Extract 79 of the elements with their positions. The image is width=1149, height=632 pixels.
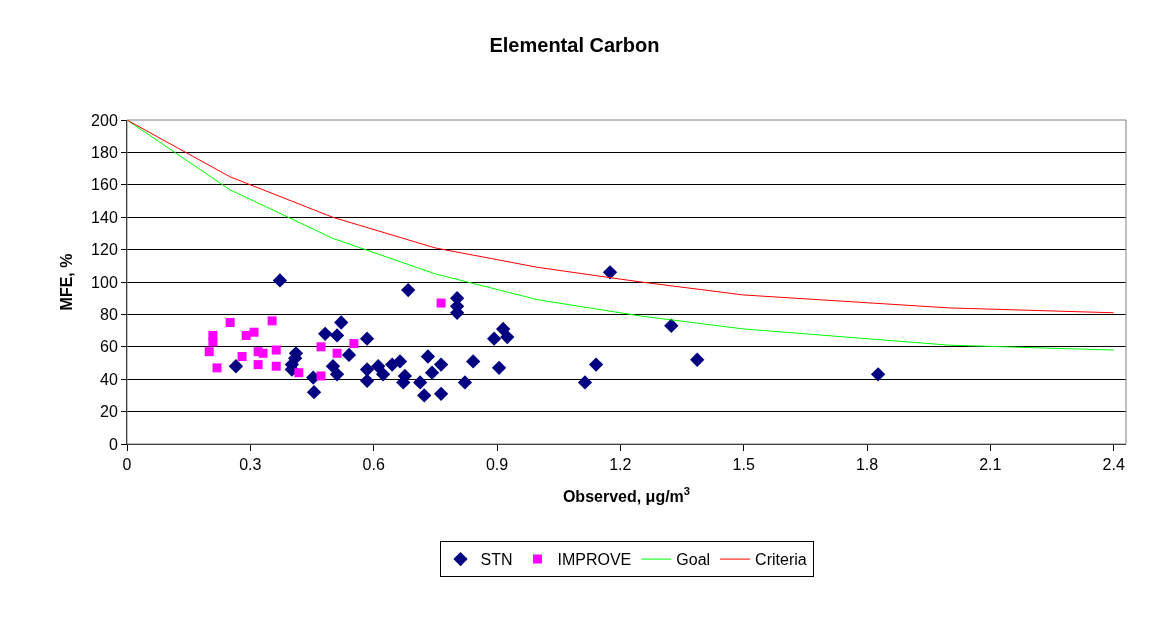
point: [271, 361, 281, 371]
point: [664, 318, 679, 333]
y-tick-label: 0: [108, 435, 118, 453]
point: [392, 354, 408, 369]
point: [412, 375, 428, 390]
legend-label: IMPROVE: [557, 551, 632, 569]
legend-label: Goal: [676, 551, 711, 569]
point: [212, 363, 222, 373]
point: [341, 347, 357, 363]
x-tick-label: 1.5: [732, 456, 755, 474]
point: [253, 360, 263, 370]
point: [433, 386, 449, 401]
x-tick-label: 1.2: [609, 456, 632, 474]
point: [225, 318, 235, 327]
y-axis-title: MFE, %: [58, 253, 75, 311]
line-series: [127, 120, 1115, 314]
x-tick-label: 2.1: [979, 456, 1002, 474]
y-tick-label: 200: [91, 111, 118, 129]
point: [318, 326, 333, 341]
point: [690, 352, 705, 367]
point: [433, 357, 449, 372]
legend-label: Criteria: [755, 551, 807, 569]
point: [496, 321, 511, 337]
point: [306, 385, 322, 400]
point: [359, 373, 375, 388]
x-tick-label: 2.4: [1102, 456, 1125, 474]
point: [375, 367, 391, 382]
point: [228, 359, 244, 374]
point: [349, 339, 359, 349]
point: [329, 367, 345, 382]
point: [457, 375, 473, 390]
y-tick-label: 40: [100, 370, 118, 388]
point: [316, 342, 326, 352]
y-tick-label: 180: [91, 144, 118, 161]
x-tick-label: 0.6: [362, 456, 385, 474]
point: [466, 354, 481, 369]
point: [204, 347, 214, 357]
y-tick-label: 80: [100, 306, 118, 323]
point: [424, 365, 440, 380]
point: [237, 352, 247, 362]
x-axis-title: Observed, μg/m$^{3}$: [562, 485, 691, 505]
point: [272, 273, 288, 288]
point: [500, 329, 515, 345]
x-tick-label: 1.8: [855, 456, 879, 474]
x-tick-label: 0.3: [239, 456, 262, 474]
point: [359, 331, 375, 346]
point: [602, 265, 618, 280]
point: [401, 282, 416, 298]
point: [359, 362, 375, 377]
point: [420, 349, 436, 364]
point: [258, 348, 268, 358]
x-tick-label: 0.9: [485, 456, 509, 474]
y-tick-label: 100: [91, 273, 118, 291]
point: [491, 360, 507, 376]
point: [436, 298, 446, 308]
point: [486, 331, 502, 346]
y-tick-label: 60: [100, 338, 118, 356]
point: [294, 368, 304, 378]
point: [417, 388, 432, 403]
y-tick-label: 20: [100, 403, 118, 421]
x-tick-label: 0: [122, 456, 132, 474]
point: [334, 315, 349, 330]
point: [316, 371, 326, 381]
chart-title: Elemental Carbon: [489, 33, 660, 56]
point: [329, 328, 345, 343]
point: [267, 316, 277, 326]
point: [371, 359, 386, 374]
point: [870, 367, 886, 382]
point: [271, 345, 281, 355]
y-tick-label: 160: [91, 176, 118, 194]
legend-label: STN: [480, 551, 513, 569]
point: [241, 330, 251, 340]
y-tick-label: 120: [91, 241, 118, 259]
point: [208, 337, 218, 347]
point: [588, 357, 604, 372]
point: [577, 375, 593, 390]
point: [249, 327, 259, 337]
y-tick-label: 140: [91, 208, 118, 226]
point: [332, 348, 342, 358]
